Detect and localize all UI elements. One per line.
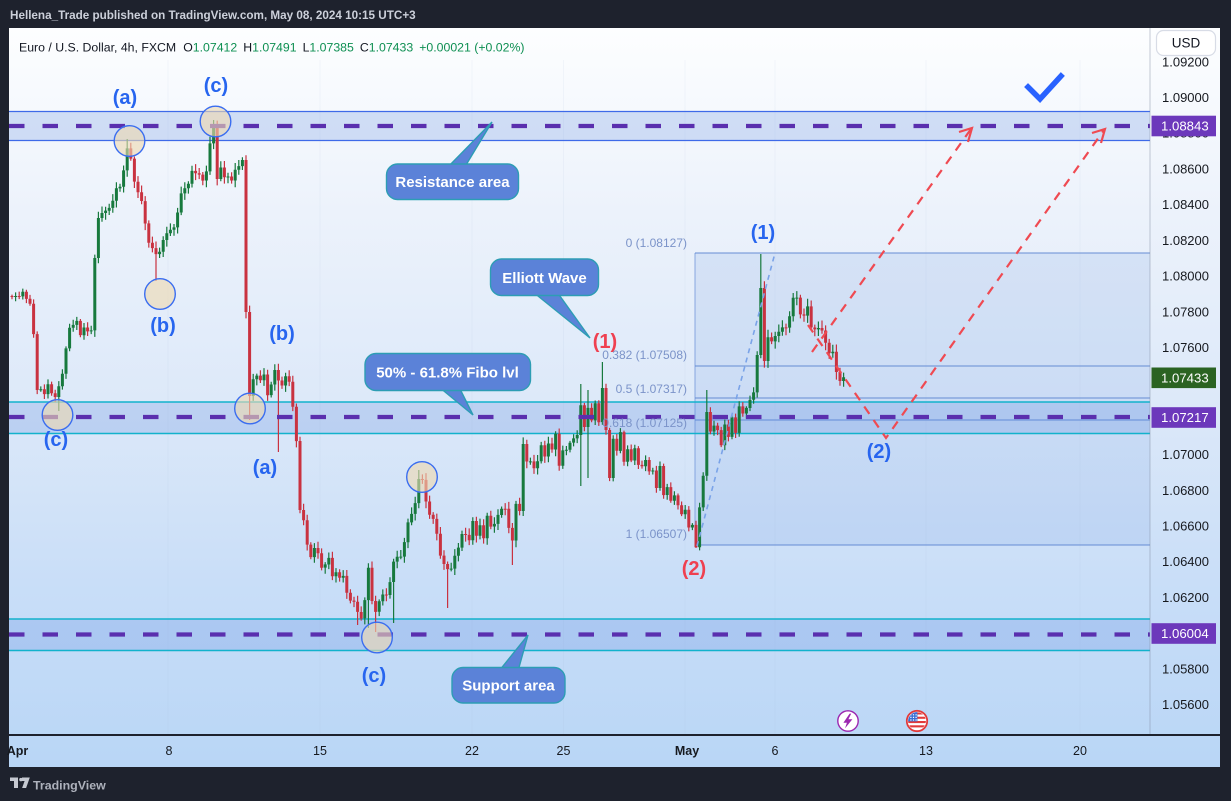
svg-text:Elliott Wave: Elliott Wave <box>502 270 586 287</box>
svg-text:(c): (c) <box>44 429 68 451</box>
svg-text:1.06600: 1.06600 <box>1162 519 1209 534</box>
svg-text:1.08200: 1.08200 <box>1162 233 1209 248</box>
svg-text:1.06400: 1.06400 <box>1162 554 1209 569</box>
svg-text:Support area: Support area <box>462 678 555 695</box>
svg-text:(a): (a) <box>253 457 277 479</box>
svg-text:May: May <box>675 744 699 758</box>
svg-text:0.618 (1.07125): 0.618 (1.07125) <box>602 416 687 430</box>
svg-text:(b): (b) <box>269 323 295 345</box>
svg-text:Hellena_Trade published on Tra: Hellena_Trade published on TradingView.c… <box>10 9 416 22</box>
svg-text:(2): (2) <box>867 441 891 463</box>
svg-text:1.07000: 1.07000 <box>1162 447 1209 462</box>
svg-text:1.07217: 1.07217 <box>1161 410 1209 425</box>
svg-text:1.07433: 1.07433 <box>1161 371 1209 386</box>
svg-text:0 (1.08127): 0 (1.08127) <box>626 236 687 250</box>
svg-text:TradingView: TradingView <box>33 779 106 793</box>
svg-text:(2): (2) <box>682 558 706 580</box>
svg-text:(1): (1) <box>593 331 617 353</box>
svg-text:1.08843: 1.08843 <box>1161 119 1209 134</box>
svg-text:1.05800: 1.05800 <box>1162 661 1209 676</box>
svg-text:Resistance area: Resistance area <box>395 174 510 191</box>
svg-text:0.382 (1.07508): 0.382 (1.07508) <box>602 348 687 362</box>
svg-text:1.08400: 1.08400 <box>1162 197 1209 212</box>
svg-text:1.08600: 1.08600 <box>1162 161 1209 176</box>
svg-text:8: 8 <box>166 744 173 758</box>
svg-text:6: 6 <box>772 744 779 758</box>
svg-text:0.5 (1.07317): 0.5 (1.07317) <box>616 382 687 396</box>
svg-text:1.07600: 1.07600 <box>1162 340 1209 355</box>
svg-text:25: 25 <box>557 744 571 758</box>
svg-text:1 (1.06507): 1 (1.06507) <box>626 527 687 541</box>
svg-text:1.07800: 1.07800 <box>1162 304 1209 319</box>
svg-text:(c): (c) <box>204 75 228 97</box>
svg-text:(c): (c) <box>362 665 386 687</box>
svg-text:1.06004: 1.06004 <box>1161 626 1209 641</box>
svg-text:15: 15 <box>313 744 327 758</box>
svg-text:1.06800: 1.06800 <box>1162 483 1209 498</box>
svg-text:20: 20 <box>1073 744 1087 758</box>
svg-text:1.09000: 1.09000 <box>1162 90 1209 105</box>
svg-text:(1): (1) <box>751 222 775 244</box>
svg-text:Apr: Apr <box>7 744 29 758</box>
svg-text:USD: USD <box>1172 36 1201 51</box>
svg-text:(a): (a) <box>113 87 137 109</box>
svg-text:50% - 61.8% Fibo lvl: 50% - 61.8% Fibo lvl <box>376 365 519 382</box>
svg-text:(b): (b) <box>150 315 176 337</box>
svg-text:1.08000: 1.08000 <box>1162 269 1209 284</box>
svg-text:1.05600: 1.05600 <box>1162 697 1209 712</box>
svg-text:22: 22 <box>465 744 479 758</box>
svg-text:1.09200: 1.09200 <box>1162 54 1209 69</box>
svg-text:1.06200: 1.06200 <box>1162 590 1209 605</box>
svg-text:13: 13 <box>919 744 933 758</box>
